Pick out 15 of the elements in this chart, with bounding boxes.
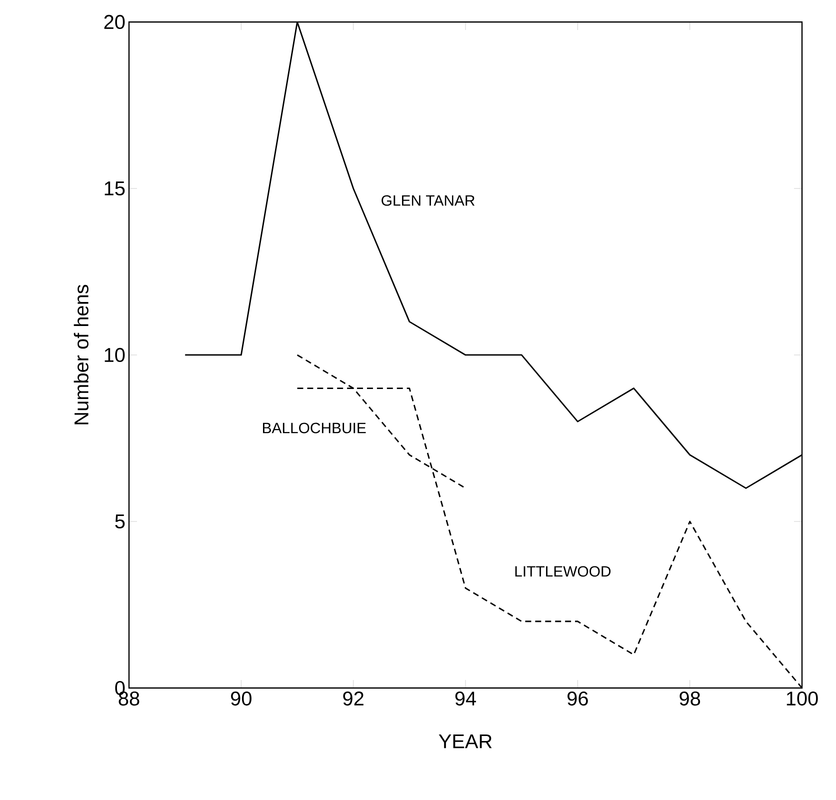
- text: LITTLEWOOD: [515, 566, 611, 577]
- y-tick-label: 20: [104, 14, 125, 30]
- x-tick-label: 94: [455, 692, 476, 706]
- x-tick-label: 96: [568, 692, 588, 706]
- x-axis-title: YEAR: [438, 734, 492, 748]
- y-axis-title: Number of hens: [74, 284, 88, 424]
- series-label: BALLOCHBUIE: [262, 422, 366, 434]
- series-label: GLEN TANAR: [382, 195, 475, 206]
- x-tick-label: 100: [786, 692, 818, 706]
- x-tick-label: 90: [231, 692, 252, 706]
- x-tick-label: 98: [680, 692, 700, 706]
- x-tick-label: 92: [343, 692, 364, 706]
- y-tick-label: 10: [104, 348, 125, 362]
- y-tick-label: 5: [115, 514, 125, 528]
- y-tick-label: 15: [104, 182, 125, 196]
